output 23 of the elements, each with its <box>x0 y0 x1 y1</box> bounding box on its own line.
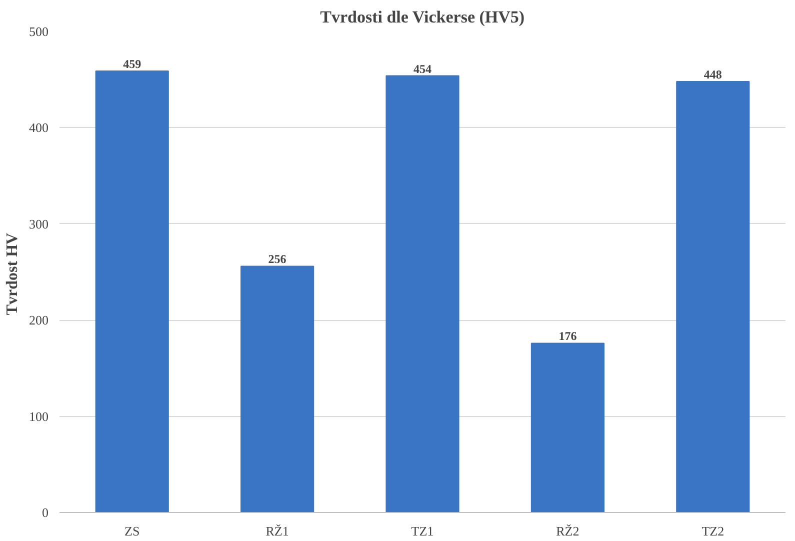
bar <box>95 70 169 512</box>
bar <box>240 266 314 512</box>
data-label: 459 <box>123 56 142 71</box>
bar <box>386 75 460 512</box>
x-tick-label: TZ2 <box>702 524 724 538</box>
x-tick-label: ZS <box>124 524 140 538</box>
data-label: 256 <box>268 252 286 266</box>
y-tick-label: 500 <box>29 24 48 39</box>
data-label: 176 <box>558 329 577 344</box>
data-label: 454 <box>414 62 432 76</box>
x-tick-label: TZ1 <box>411 524 434 538</box>
chart-title: Tvrdosti dle Vickerse (HV5) <box>320 8 525 26</box>
data-label: 448 <box>704 68 722 82</box>
bar <box>676 81 750 512</box>
y-tick-label: 400 <box>29 120 48 136</box>
y-tick-label: 200 <box>29 312 48 328</box>
y-tick-label: 0 <box>42 505 48 520</box>
x-tick-label: RŽ2 <box>556 524 580 538</box>
x-tick-label: RŽ1 <box>266 524 289 538</box>
bar <box>530 342 604 512</box>
y-axis-title: Tvrdost HV <box>4 232 21 316</box>
y-tick-label: 300 <box>29 216 48 232</box>
y-tick-label: 100 <box>29 408 48 424</box>
